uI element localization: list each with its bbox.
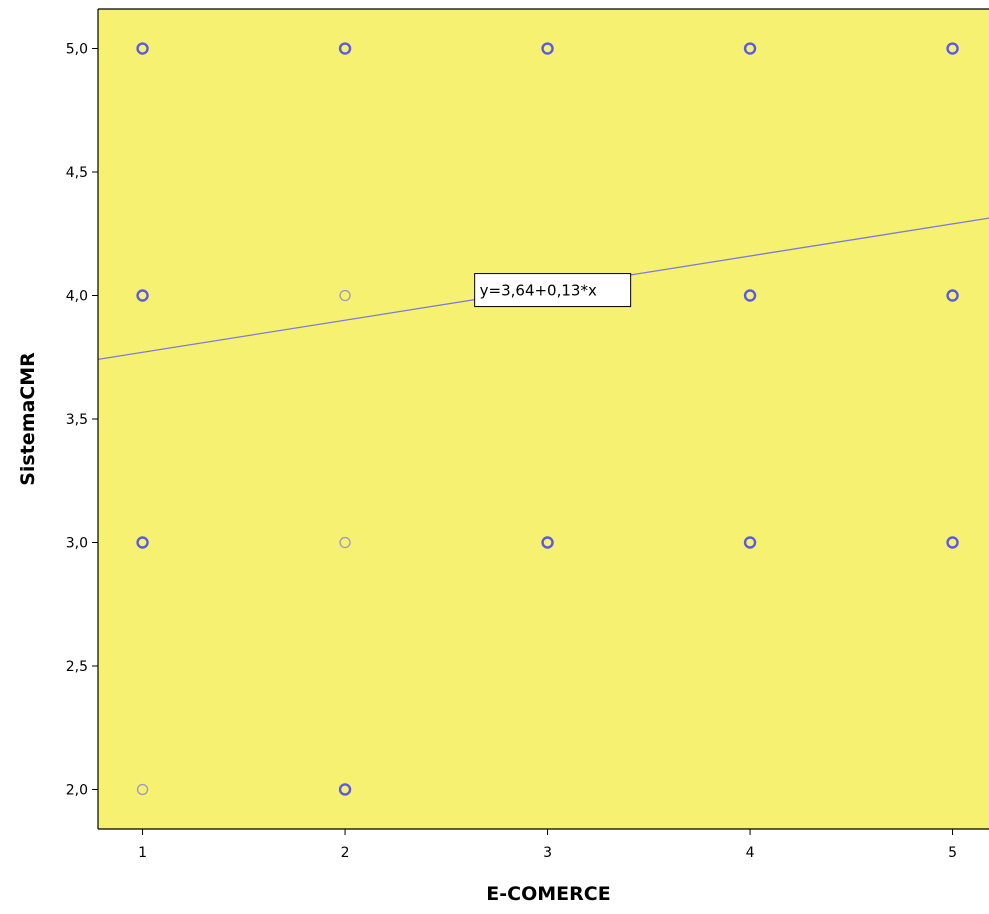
y-tick-label: 2,5 bbox=[66, 659, 88, 675]
x-tick-label: 2 bbox=[341, 845, 350, 861]
y-tick-label: 4,5 bbox=[66, 165, 88, 181]
data-point bbox=[136, 42, 149, 55]
data-point bbox=[743, 289, 757, 302]
data-point bbox=[541, 536, 554, 549]
plot-area bbox=[98, 9, 989, 829]
equation-label: y=3,64+0,13*x bbox=[480, 282, 597, 300]
data-point bbox=[541, 42, 554, 55]
data-point bbox=[743, 536, 757, 549]
x-tick-label: 4 bbox=[746, 845, 755, 861]
y-tick-label: 2,0 bbox=[66, 782, 88, 798]
y-tick-label: 3,0 bbox=[66, 535, 88, 551]
x-tick-label: 3 bbox=[543, 845, 552, 861]
data-point bbox=[946, 42, 959, 55]
y-tick-label: 4,0 bbox=[66, 289, 88, 305]
equation-label-box: y=3,64+0,13*x bbox=[474, 273, 632, 308]
y-tick-label: 5,0 bbox=[66, 42, 88, 58]
data-point bbox=[743, 42, 757, 55]
data-point bbox=[136, 783, 149, 796]
x-axis-title: E-COMERCE bbox=[486, 883, 610, 905]
data-point bbox=[136, 536, 149, 549]
data-point bbox=[946, 536, 959, 549]
data-point bbox=[946, 289, 959, 302]
y-axis-title: SistemaCMR bbox=[17, 352, 39, 486]
data-point bbox=[339, 289, 351, 302]
data-point bbox=[338, 783, 352, 796]
x-tick-label: 5 bbox=[948, 845, 957, 861]
x-tick-label: 1 bbox=[138, 845, 147, 861]
data-point bbox=[339, 536, 351, 549]
data-point bbox=[338, 42, 352, 55]
data-point bbox=[136, 289, 149, 302]
y-tick-label: 3,5 bbox=[66, 412, 88, 428]
